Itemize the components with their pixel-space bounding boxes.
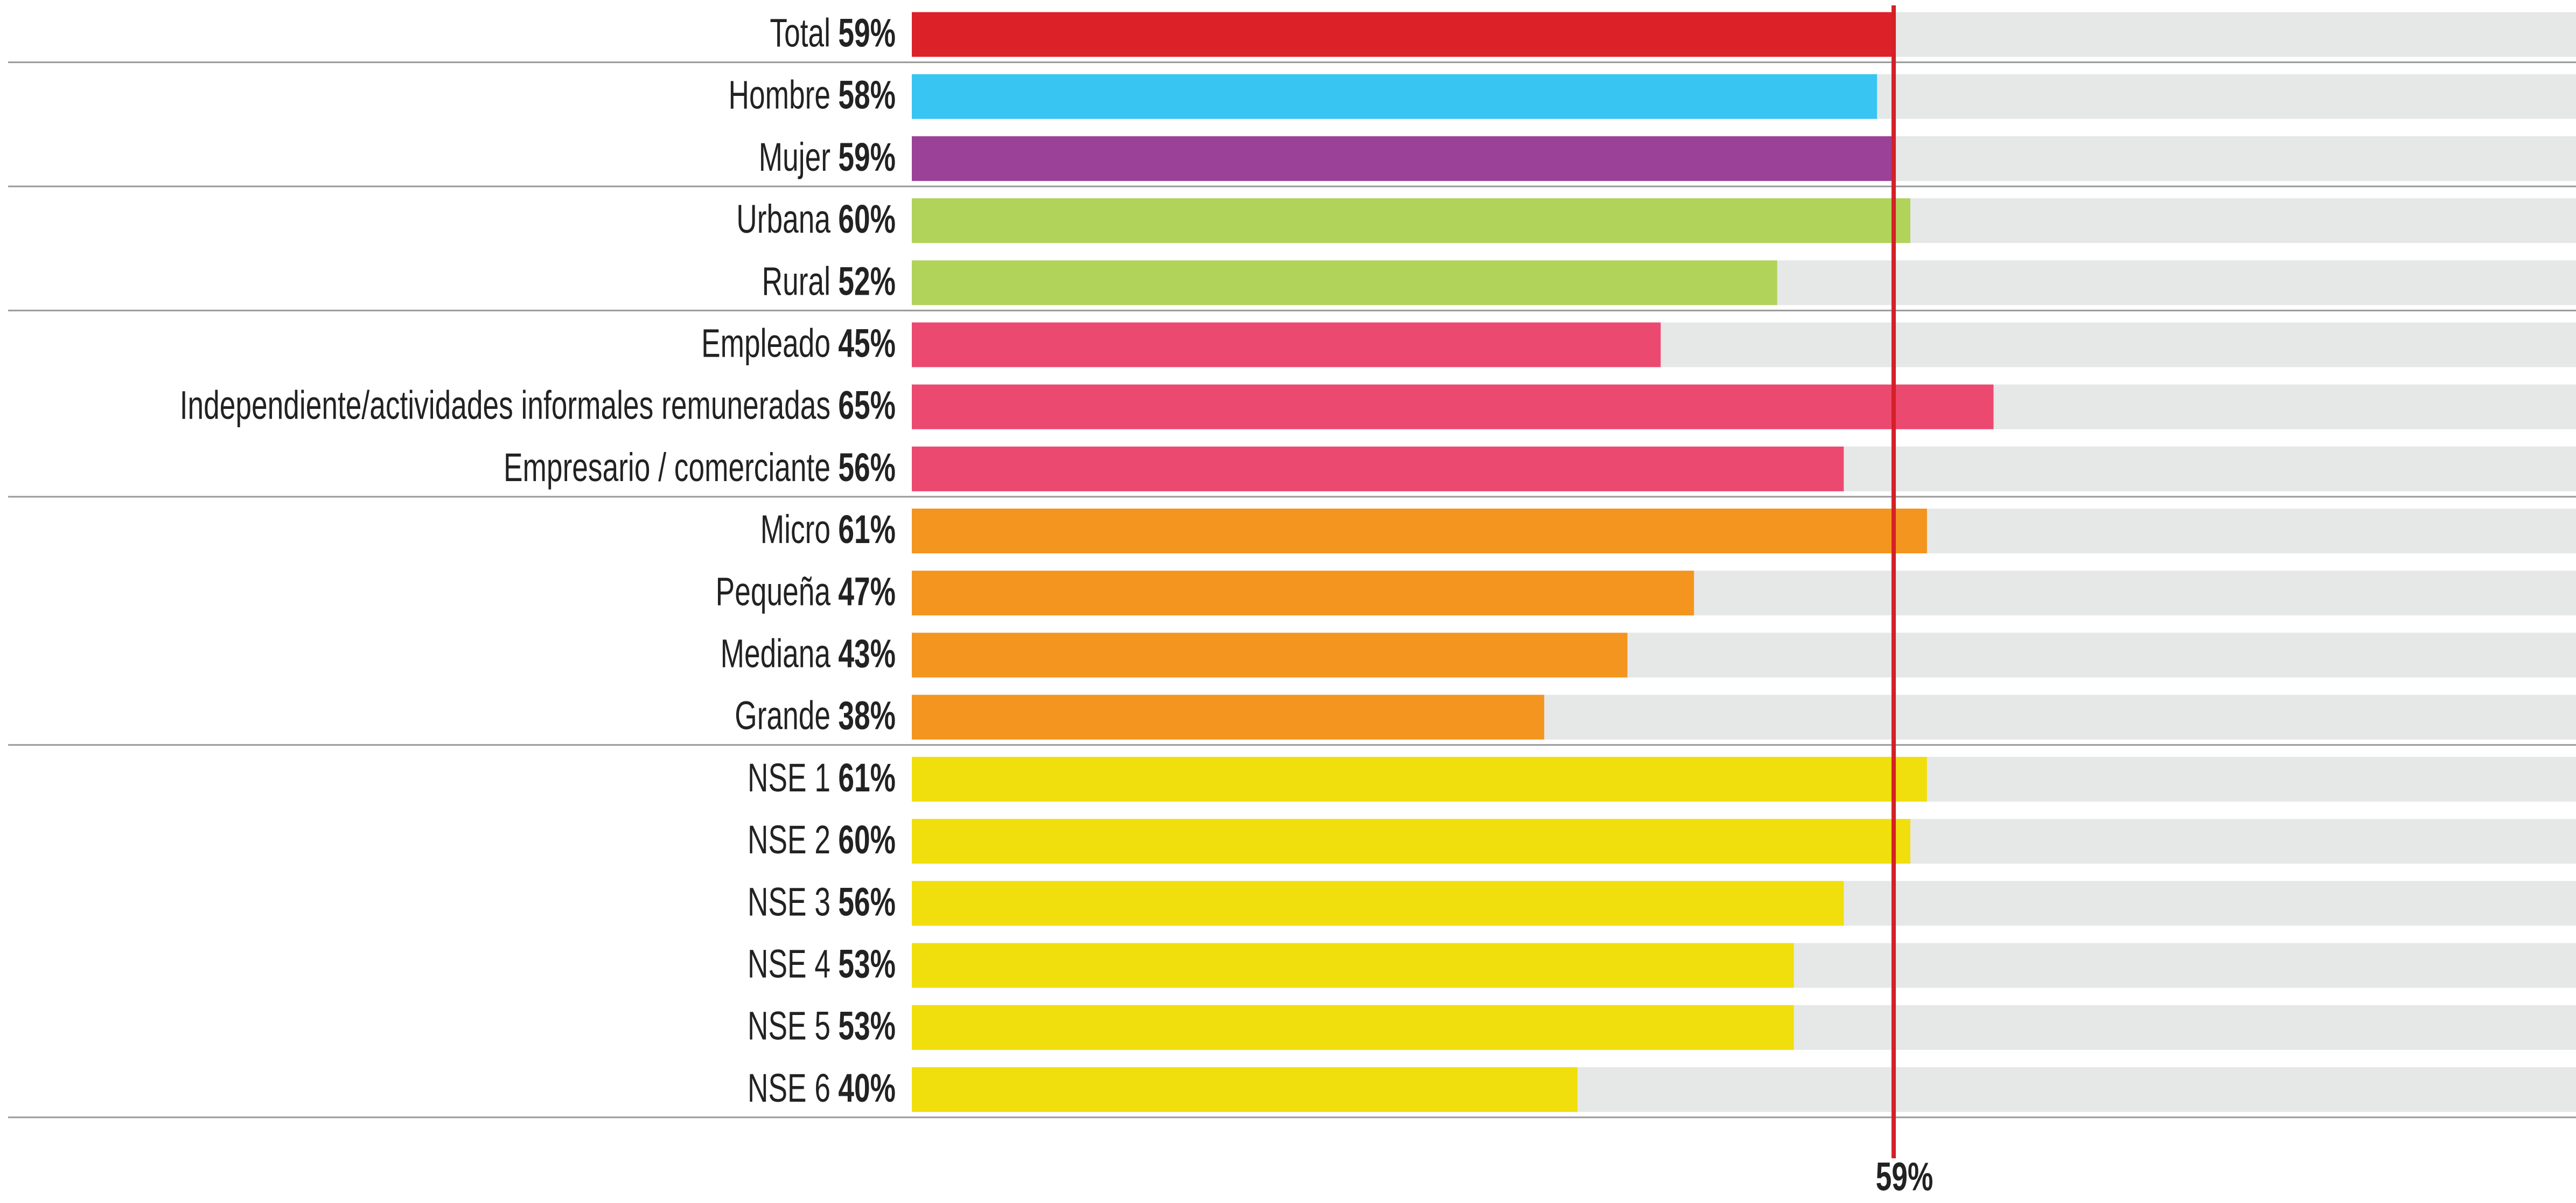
value-label: 56%: [838, 445, 896, 490]
bar: [912, 74, 1877, 119]
bar: [912, 322, 1661, 367]
value-label: 58%: [838, 73, 896, 117]
value-label: 61%: [838, 507, 896, 552]
bar: [912, 12, 1894, 57]
value-label: 59%: [838, 135, 896, 179]
bar: [912, 198, 1910, 244]
category-label: Independiente/actividades informales rem…: [180, 383, 896, 428]
category-name: Hombre: [728, 73, 830, 117]
value-label: 65%: [838, 383, 896, 428]
category-label: NSE 1 61%: [748, 755, 896, 800]
value-label: 47%: [838, 569, 896, 614]
category-label: Mediana 43%: [721, 631, 896, 676]
bar: [912, 819, 1910, 864]
value-label: 59%: [838, 11, 896, 55]
value-label: 60%: [838, 818, 896, 863]
category-label: Grande 38%: [735, 693, 896, 738]
value-label: 56%: [838, 880, 896, 924]
value-label: 40%: [838, 1066, 896, 1110]
bar: [912, 1005, 1794, 1050]
value-label: 53%: [838, 1004, 896, 1048]
category-label: Pequeña 47%: [716, 569, 896, 614]
bar: [912, 384, 1994, 429]
bar: [912, 694, 1545, 740]
value-label: 43%: [838, 631, 896, 676]
bar: [912, 632, 1628, 678]
category-name: Rural: [762, 259, 830, 304]
category-label: NSE 6 40%: [748, 1066, 896, 1110]
bar: [912, 571, 1694, 616]
category-label: Micro 61%: [760, 507, 896, 552]
category-name: Pequeña: [716, 569, 830, 614]
value-label: 38%: [838, 693, 896, 738]
category-name: NSE 2: [748, 818, 830, 863]
bar: [912, 446, 1844, 491]
value-label: 61%: [838, 755, 896, 800]
bar: [912, 756, 1927, 802]
bar: [912, 136, 1894, 181]
bar: [912, 1067, 1577, 1112]
category-label: Empleado 45%: [701, 321, 896, 366]
category-name: Independiente/actividades informales rem…: [180, 383, 830, 428]
category-label: Urbana 60%: [736, 197, 896, 242]
category-name: NSE 4: [748, 942, 830, 986]
category-name: NSE 6: [748, 1066, 830, 1110]
category-name: Mujer: [759, 135, 830, 179]
category-name: Grande: [735, 693, 830, 738]
value-label: 60%: [838, 197, 896, 242]
category-label: Empresario / comerciante 56%: [504, 445, 896, 490]
category-name: Micro: [760, 507, 830, 552]
bar: [912, 509, 1927, 554]
category-name: Mediana: [721, 631, 830, 676]
category-name: NSE 5: [748, 1004, 830, 1048]
bar: [912, 881, 1844, 926]
value-label: 52%: [838, 259, 896, 304]
category-label: NSE 5 53%: [748, 1004, 896, 1048]
bar: [912, 943, 1794, 988]
category-name: NSE 3: [748, 880, 830, 924]
value-label: 53%: [838, 942, 896, 986]
category-name: Total: [770, 11, 830, 55]
category-label: Total 59%: [770, 11, 896, 55]
category-name: Empresario / comerciante: [504, 445, 830, 490]
category-name: Urbana: [736, 197, 830, 242]
category-label: NSE 4 53%: [748, 942, 896, 986]
category-label: Hombre 58%: [728, 73, 896, 117]
reference-label: 59%: [1876, 1155, 1933, 1199]
value-label: 45%: [838, 321, 896, 366]
category-label: Rural 52%: [762, 259, 896, 304]
category-name: Empleado: [701, 321, 830, 366]
category-label: NSE 2 60%: [748, 818, 896, 863]
category-label: NSE 3 56%: [748, 880, 896, 924]
category-label: Mujer 59%: [759, 135, 896, 179]
bar: [912, 260, 1777, 305]
category-name: NSE 1: [748, 755, 830, 800]
